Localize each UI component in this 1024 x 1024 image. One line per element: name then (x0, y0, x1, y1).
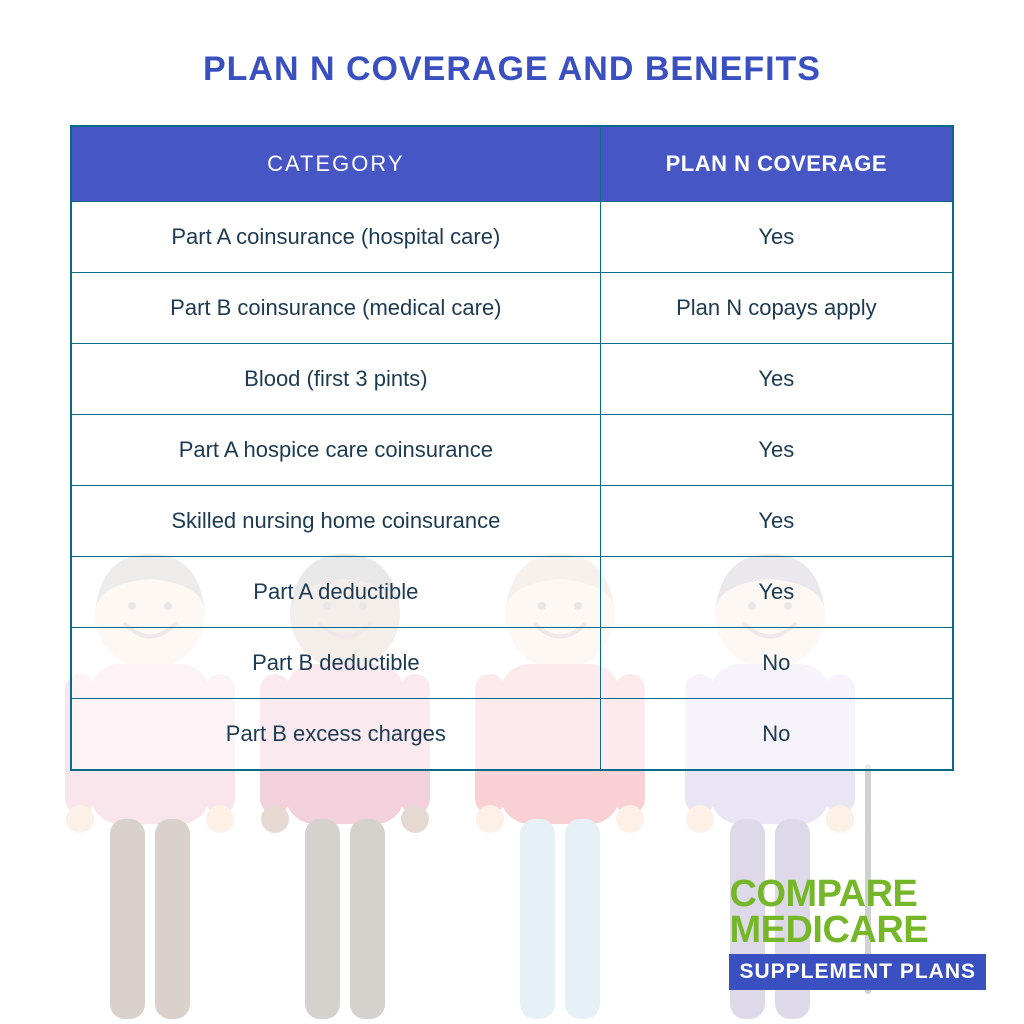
cell-coverage: Yes (600, 202, 953, 273)
cell-category: Part A coinsurance (hospital care) (71, 202, 600, 273)
cell-category: Part A hospice care coinsurance (71, 415, 600, 486)
table-row: Part A deductibleYes (71, 557, 953, 628)
cell-category: Part B coinsurance (medical care) (71, 273, 600, 344)
table-row: Skilled nursing home coinsuranceYes (71, 486, 953, 557)
cell-coverage: No (600, 699, 953, 771)
logo-subtitle: SUPPLEMENT PLANS (729, 954, 986, 990)
table-header-row: CATEGORY PLAN N COVERAGE (71, 126, 953, 202)
cell-category: Part A deductible (71, 557, 600, 628)
table-row: Part B coinsurance (medical care)Plan N … (71, 273, 953, 344)
col-header-category: CATEGORY (71, 126, 600, 202)
logo-line2: MEDICARE (729, 912, 986, 948)
col-header-coverage: PLAN N COVERAGE (600, 126, 953, 202)
page-title: PLAN N COVERAGE AND BENEFITS (70, 50, 954, 89)
table-row: Part B excess chargesNo (71, 699, 953, 771)
cell-category: Skilled nursing home coinsurance (71, 486, 600, 557)
coverage-table: CATEGORY PLAN N COVERAGE Part A coinsura… (70, 125, 954, 771)
cell-category: Blood (first 3 pints) (71, 344, 600, 415)
cell-coverage: No (600, 628, 953, 699)
cell-coverage: Plan N copays apply (600, 273, 953, 344)
table-row: Part A hospice care coinsuranceYes (71, 415, 953, 486)
cell-coverage: Yes (600, 344, 953, 415)
cell-coverage: Yes (600, 486, 953, 557)
table-row: Blood (first 3 pints)Yes (71, 344, 953, 415)
cell-category: Part B deductible (71, 628, 600, 699)
cell-coverage: Yes (600, 557, 953, 628)
cell-coverage: Yes (600, 415, 953, 486)
cell-category: Part B excess charges (71, 699, 600, 771)
logo-line1: COMPARE (729, 876, 986, 912)
table-row: Part A coinsurance (hospital care)Yes (71, 202, 953, 273)
table-row: Part B deductibleNo (71, 628, 953, 699)
brand-logo: COMPARE MEDICARE SUPPLEMENT PLANS (729, 876, 986, 990)
